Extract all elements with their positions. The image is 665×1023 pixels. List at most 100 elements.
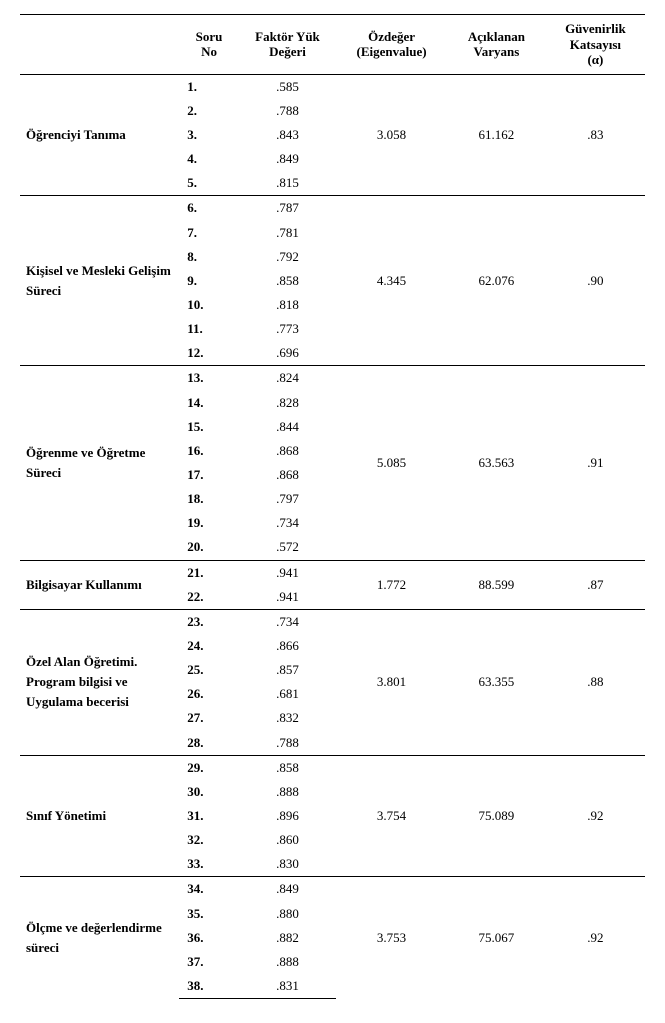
- question-number: 30.: [179, 780, 239, 804]
- explained-variance: 63.355: [447, 609, 546, 755]
- factor-loading: .788: [239, 99, 336, 123]
- question-number: 14.: [179, 391, 239, 415]
- eigenvalue: 5.085: [336, 366, 447, 560]
- factor-loading: .787: [239, 196, 336, 221]
- question-number: 22.: [179, 585, 239, 610]
- header-text: Katsayısı: [570, 37, 621, 52]
- question-number: 15.: [179, 415, 239, 439]
- table-row: Kişisel ve Mesleki Gelişim Süreci6..7874…: [20, 196, 645, 221]
- factor-loading: .572: [239, 535, 336, 560]
- factor-loading: .824: [239, 366, 336, 391]
- factor-loading: .831: [239, 974, 336, 999]
- factor-analysis-table: Soru No Faktör Yük Değeri Özdeğer (Eigen…: [20, 14, 645, 999]
- eigenvalue: 3.801: [336, 609, 447, 755]
- header-text: (α): [587, 52, 603, 67]
- question-number: 23.: [179, 609, 239, 634]
- question-number: 11.: [179, 317, 239, 341]
- question-number: 6.: [179, 196, 239, 221]
- factor-loading: .843: [239, 123, 336, 147]
- reliability: .87: [546, 560, 645, 609]
- question-number: 3.: [179, 123, 239, 147]
- question-number: 27.: [179, 706, 239, 730]
- header-factor-loading: Faktör Yük Değeri: [239, 15, 336, 75]
- factor-loading: .792: [239, 245, 336, 269]
- explained-variance: 63.563: [447, 366, 546, 560]
- question-number: 8.: [179, 245, 239, 269]
- reliability: .88: [546, 609, 645, 755]
- header-variance: Açıklanan Varyans: [447, 15, 546, 75]
- factor-name: Kişisel ve Mesleki Gelişim Süreci: [20, 196, 179, 366]
- reliability: .83: [546, 74, 645, 196]
- question-number: 13.: [179, 366, 239, 391]
- reliability: .92: [546, 877, 645, 999]
- explained-variance: 62.076: [447, 196, 546, 366]
- reliability: .92: [546, 755, 645, 877]
- factor-name: Sınıf Yönetimi: [20, 755, 179, 877]
- header-blank: [20, 15, 179, 75]
- eigenvalue: 3.058: [336, 74, 447, 196]
- explained-variance: 75.089: [447, 755, 546, 877]
- reliability: .91: [546, 366, 645, 560]
- question-number: 33.: [179, 852, 239, 877]
- factor-loading: .857: [239, 658, 336, 682]
- question-number: 9.: [179, 269, 239, 293]
- question-number: 20.: [179, 535, 239, 560]
- question-number: 7.: [179, 221, 239, 245]
- explained-variance: 88.599: [447, 560, 546, 609]
- question-number: 29.: [179, 755, 239, 780]
- header-reliability: Güvenirlik Katsayısı (α): [546, 15, 645, 75]
- factor-loading: .830: [239, 852, 336, 877]
- eigenvalue: 3.754: [336, 755, 447, 877]
- table-row: Öğrenciyi Tanıma1..5853.05861.162.83: [20, 74, 645, 99]
- question-number: 28.: [179, 731, 239, 756]
- header-text: Açıklanan: [468, 29, 525, 44]
- factor-loading: .866: [239, 634, 336, 658]
- eigenvalue: 1.772: [336, 560, 447, 609]
- header-question-no: Soru No: [179, 15, 239, 75]
- question-number: 24.: [179, 634, 239, 658]
- question-number: 4.: [179, 147, 239, 171]
- question-number: 17.: [179, 463, 239, 487]
- question-number: 32.: [179, 828, 239, 852]
- question-number: 16.: [179, 439, 239, 463]
- table-row: Öğrenme ve Öğretme Süreci13..8245.08563.…: [20, 366, 645, 391]
- header-text: (Eigenvalue): [357, 44, 427, 59]
- question-number: 19.: [179, 511, 239, 535]
- question-number: 31.: [179, 804, 239, 828]
- factor-name: Öğrenciyi Tanıma: [20, 74, 179, 196]
- factor-loading: .941: [239, 585, 336, 610]
- header-text: Soru: [196, 29, 223, 44]
- header-text: Değeri: [269, 44, 306, 59]
- question-number: 25.: [179, 658, 239, 682]
- factor-loading: .849: [239, 147, 336, 171]
- table-row: Sınıf Yönetimi29..8583.75475.089.92: [20, 755, 645, 780]
- factor-loading: .888: [239, 950, 336, 974]
- factor-loading: .941: [239, 560, 336, 585]
- factor-loading: .858: [239, 269, 336, 293]
- factor-loading: .828: [239, 391, 336, 415]
- factor-loading: .888: [239, 780, 336, 804]
- factor-loading: .696: [239, 341, 336, 366]
- eigenvalue: 4.345: [336, 196, 447, 366]
- factor-loading: .844: [239, 415, 336, 439]
- question-number: 37.: [179, 950, 239, 974]
- factor-loading: .882: [239, 926, 336, 950]
- table-row: Ölçme ve değerlendirme süreci34..8493.75…: [20, 877, 645, 902]
- question-number: 36.: [179, 926, 239, 950]
- factor-loading: .797: [239, 487, 336, 511]
- factor-name: Bilgisayar Kullanımı: [20, 560, 179, 609]
- table-row: Bilgisayar Kullanımı21..9411.77288.599.8…: [20, 560, 645, 585]
- table-row: Özel Alan Öğretimi. Program bilgisi ve U…: [20, 609, 645, 634]
- question-number: 1.: [179, 74, 239, 99]
- factor-name: Öğrenme ve Öğretme Süreci: [20, 366, 179, 560]
- factor-loading: .788: [239, 731, 336, 756]
- factor-loading: .773: [239, 317, 336, 341]
- factor-loading: .868: [239, 463, 336, 487]
- factor-name: Ölçme ve değerlendirme süreci: [20, 877, 179, 999]
- factor-loading: .818: [239, 293, 336, 317]
- factor-loading: .734: [239, 609, 336, 634]
- factor-loading: .880: [239, 902, 336, 926]
- question-number: 5.: [179, 171, 239, 196]
- factor-loading: .858: [239, 755, 336, 780]
- factor-loading: .681: [239, 682, 336, 706]
